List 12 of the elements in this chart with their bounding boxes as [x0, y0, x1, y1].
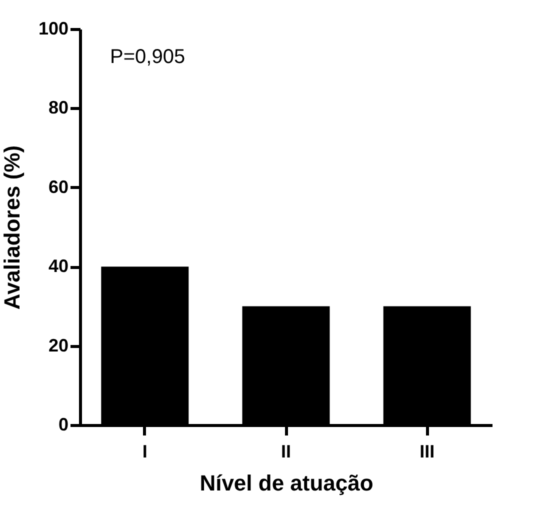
y-tick-label: 100	[38, 18, 68, 38]
x-tick-label: I	[142, 442, 148, 462]
x-axis-title: Nível de atuação	[200, 470, 374, 496]
y-tick-label: 40	[48, 256, 68, 276]
y-tick-label: 0	[58, 414, 68, 434]
x-tick-label: II	[280, 442, 292, 462]
y-tick-label: 80	[48, 98, 68, 118]
y-axis-title: Avaliadores (%)	[0, 145, 24, 310]
annotation: P=0,905	[110, 46, 186, 68]
y-tick-label: 20	[48, 335, 68, 356]
y-tick-label: 60	[48, 176, 68, 197]
x-tick-label: III	[420, 442, 435, 462]
